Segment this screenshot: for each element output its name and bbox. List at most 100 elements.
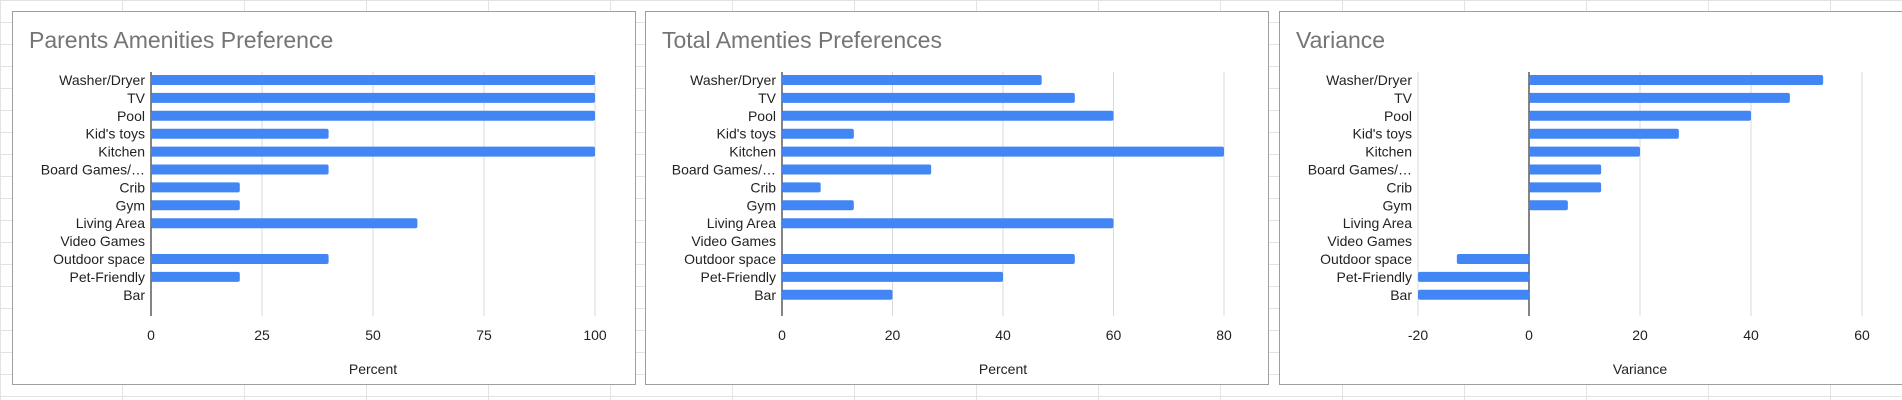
bar[interactable] (151, 128, 329, 139)
bar[interactable] (782, 146, 1224, 157)
bar[interactable] (151, 182, 240, 193)
category-label: Kid's toys (86, 126, 145, 142)
chart-total-amenities: Total Amenties Preferences 0 20 40 60 80 Washe… (662, 27, 1232, 377)
x-tick-label: 0 (147, 327, 155, 343)
category-label: Video Games (1327, 233, 1412, 249)
chart-title: Variance (1296, 27, 1385, 53)
category-label: TV (127, 90, 146, 106)
x-tick-label: 50 (365, 327, 381, 343)
bar[interactable] (782, 254, 1075, 264)
x-tick-label: 80 (1216, 327, 1232, 343)
bar[interactable] (151, 254, 329, 264)
category-label: Gym (115, 197, 145, 213)
bar[interactable] (782, 182, 821, 193)
category-label: Living Area (76, 215, 145, 231)
category-label: Kitchen (1365, 144, 1412, 160)
chart-variance: Variance -20 0 20 40 60 Washer/Dryer TV Pool Kid'… (1296, 27, 1870, 377)
category-label: Kid's toys (717, 126, 776, 142)
category-label: Crib (1386, 179, 1412, 195)
bar[interactable] (151, 200, 240, 211)
chart-card-total[interactable]: Total Amenties Preferences 0 20 40 60 80 Washe… (645, 11, 1269, 385)
category-label: Pet-Friendly (1337, 269, 1412, 285)
category-label: Outdoor space (684, 251, 776, 267)
category-label: Gym (746, 197, 776, 213)
x-tick-label: 60 (1106, 327, 1122, 343)
bar[interactable] (1529, 92, 1790, 103)
chart-card-variance[interactable]: Variance -20 0 20 40 60 Washer/Dryer TV Pool Kid'… (1279, 11, 1902, 385)
x-tick-label: 75 (476, 327, 492, 343)
bar[interactable] (151, 110, 595, 121)
category-label: Crib (750, 179, 776, 195)
category-label: Washer/Dryer (1326, 72, 1412, 88)
category-label: Kitchen (729, 144, 776, 160)
category-label: Video Games (691, 233, 776, 249)
bar[interactable] (151, 146, 595, 157)
category-label: Kid's toys (1353, 126, 1412, 142)
x-tick-label: 20 (1632, 327, 1648, 343)
bar[interactable] (1529, 182, 1602, 193)
chart-card-parents[interactable]: Parents Amenities Preference 0 25 50 75 100 Wa… (12, 11, 636, 385)
category-label: Pet-Friendly (701, 269, 776, 285)
bar[interactable] (1529, 146, 1640, 157)
x-axis-title: Percent (979, 361, 1027, 377)
bar[interactable] (151, 218, 418, 229)
x-tick-label: -20 (1408, 327, 1428, 343)
bar[interactable] (1529, 164, 1602, 175)
category-label: Video Games (60, 233, 145, 249)
category-label: Board Games/… (672, 162, 776, 178)
category-label: Washer/Dryer (59, 72, 145, 88)
bar[interactable] (151, 92, 595, 103)
bar[interactable] (1456, 254, 1529, 264)
category-label: Kitchen (98, 144, 145, 160)
bar[interactable] (782, 92, 1075, 103)
bar[interactable] (1418, 289, 1529, 300)
category-label: Gym (1382, 197, 1412, 213)
bar[interactable] (1529, 128, 1679, 139)
x-tick-label: 20 (885, 327, 901, 343)
category-label: Pool (117, 108, 145, 124)
category-label: TV (758, 90, 777, 106)
category-label: Outdoor space (1320, 251, 1412, 267)
bar[interactable] (782, 218, 1114, 229)
bar[interactable] (151, 75, 595, 85)
bar[interactable] (782, 200, 854, 211)
bar[interactable] (782, 289, 893, 300)
x-tick-label: 100 (583, 327, 607, 343)
x-tick-label: 60 (1854, 327, 1870, 343)
bar[interactable] (1529, 110, 1751, 121)
x-tick-label: 0 (1525, 327, 1533, 343)
category-label: Board Games/… (1308, 162, 1412, 178)
bar[interactable] (782, 128, 854, 139)
chart-parents-amenities: Parents Amenities Preference 0 25 50 75 100 Wa… (29, 27, 607, 377)
chart-title: Parents Amenities Preference (29, 27, 333, 53)
category-label: Living Area (1343, 215, 1412, 231)
category-label: TV (1394, 90, 1413, 106)
category-label: Bar (1390, 287, 1412, 303)
x-axis-title: Variance (1613, 361, 1667, 377)
category-label: Bar (123, 287, 145, 303)
category-label: Board Games/… (41, 162, 145, 178)
bar[interactable] (782, 75, 1042, 85)
category-label: Washer/Dryer (690, 72, 776, 88)
bar[interactable] (782, 271, 1003, 282)
x-tick-label: 25 (254, 327, 270, 343)
category-label: Pool (1384, 108, 1412, 124)
bar[interactable] (1529, 75, 1824, 85)
x-tick-label: 40 (995, 327, 1011, 343)
x-tick-label: 0 (778, 327, 786, 343)
category-label: Outdoor space (53, 251, 145, 267)
category-label: Crib (119, 179, 145, 195)
category-label: Pool (748, 108, 776, 124)
bar[interactable] (151, 271, 240, 282)
bar[interactable] (1418, 271, 1529, 282)
x-tick-label: 40 (1743, 327, 1759, 343)
category-label: Bar (754, 287, 776, 303)
category-label: Living Area (707, 215, 776, 231)
chart-title: Total Amenties Preferences (662, 27, 942, 53)
bar[interactable] (1529, 200, 1568, 211)
bar[interactable] (782, 164, 932, 175)
category-label: Pet-Friendly (70, 269, 145, 285)
bar[interactable] (782, 110, 1114, 121)
bar[interactable] (151, 164, 329, 175)
x-axis-title: Percent (349, 361, 397, 377)
